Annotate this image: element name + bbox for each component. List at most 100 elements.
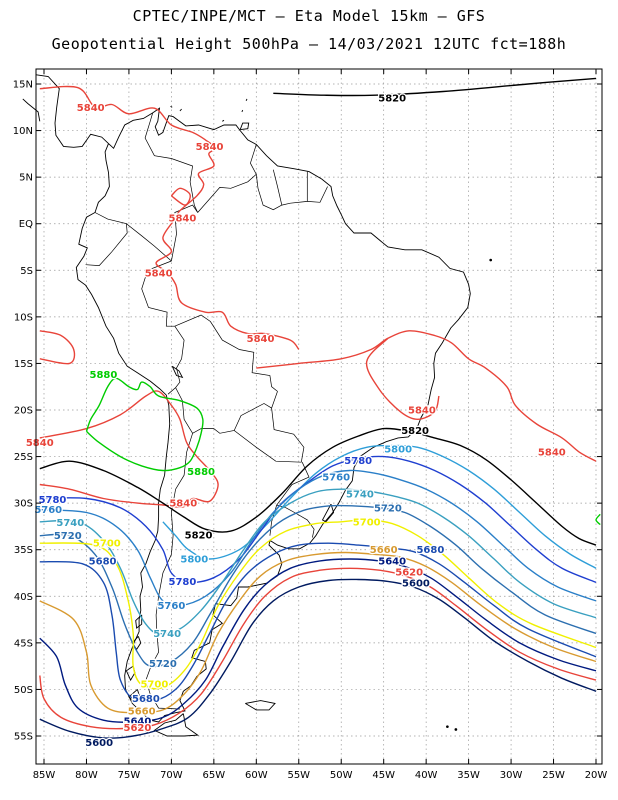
lon-tick-label: 80W — [75, 770, 98, 781]
lat-tick-label: 10N — [13, 126, 33, 137]
lat-lon-grid — [36, 69, 602, 764]
lon-tick-label: 60W — [245, 770, 268, 781]
contour-5660-line — [39, 551, 597, 714]
contour-5720-line — [39, 504, 597, 668]
contour-5680-line — [39, 542, 597, 703]
longitude-axis: 85W 80W 75W 70W 65W 60W 55W 50W 45W 40W 35W 30W 25W 2… — [33, 69, 608, 781]
country-border — [126, 223, 172, 262]
contour-labels: 5820 5840 5840 5840 5840 5840 5840 5840 5840 5840… — [25, 92, 567, 750]
contour-label: 5840 — [145, 269, 173, 280]
contour-5840-line — [256, 330, 597, 462]
contour-5820-line — [39, 427, 597, 546]
lat-tick-label: 5S — [20, 266, 33, 277]
contour-label: 5700 — [93, 539, 121, 550]
contour-label: 5720 — [54, 531, 82, 542]
country-border — [197, 144, 257, 213]
small-island — [241, 109, 244, 113]
small-island — [454, 728, 458, 731]
country-border — [276, 462, 315, 538]
map-subtitle: Geopotential Height 500hPa – 14/03/2021 … — [51, 35, 567, 53]
lat-tick-label: 55S — [14, 732, 33, 743]
lon-tick-label: 30W — [500, 770, 523, 781]
contour-label: 5740 — [56, 518, 84, 529]
contour-label: 5840 — [169, 214, 197, 225]
contour-5800-line — [162, 444, 597, 569]
contour-label: 5600 — [85, 738, 113, 749]
contour-label: 5820 — [185, 530, 213, 541]
contour-label: 5820 — [401, 426, 429, 437]
country-border — [255, 169, 283, 211]
archipelago-island — [128, 689, 140, 704]
contour-5760-line — [39, 469, 597, 607]
contour-label: 5740 — [346, 489, 374, 500]
map-title: CPTEC/INPE/MCT – Eta Model 15km – GFS — [132, 7, 486, 25]
country-border — [281, 171, 308, 206]
lon-tick-label: 85W — [33, 770, 56, 781]
small-island — [446, 725, 449, 729]
contour-5840-line — [170, 187, 191, 206]
contour-label: 5880 — [187, 467, 215, 478]
contour-label: 5620 — [395, 568, 423, 579]
central-america-coast — [22, 98, 41, 122]
contour-label: 5880 — [90, 370, 118, 381]
lat-tick-label: 45S — [14, 638, 33, 649]
lon-tick-label: 45W — [372, 770, 395, 781]
lon-tick-label: 20W — [585, 770, 608, 781]
lat-tick-label: 40S — [14, 592, 33, 603]
contour-label: 5700 — [353, 517, 381, 528]
latitude-axis: 15N 10N 5N EQ 5S 10S 15S 20S 25S 30S 35S 40S 45S 50S 5… — [13, 80, 602, 743]
country-border — [171, 204, 198, 262]
contour-5880-line — [85, 377, 204, 472]
country-border — [85, 212, 128, 266]
small-island — [170, 106, 173, 108]
contour-label: 5780 — [169, 577, 197, 588]
contour-label: 5840 — [26, 438, 54, 449]
contour-label: 5800 — [384, 445, 412, 456]
contour-label: 5640 — [378, 556, 406, 567]
contour-5780-line — [39, 455, 597, 584]
contour-label: 5720 — [374, 503, 402, 514]
lon-tick-label: 70W — [160, 770, 183, 781]
lat-tick-label: 50S — [14, 685, 33, 696]
contour-label: 5840 — [169, 499, 197, 510]
contour-5840-line — [39, 330, 76, 365]
small-island — [179, 108, 182, 112]
contour-5880-line — [595, 513, 601, 526]
contour-label: 5660 — [370, 545, 398, 556]
small-island — [489, 258, 493, 262]
lat-tick-label: 30S — [14, 499, 33, 510]
lat-tick-label: 20S — [14, 406, 33, 417]
country-border — [175, 387, 278, 434]
contour-5840-line — [39, 390, 219, 508]
contour-5820-line — [273, 77, 597, 97]
lat-tick-label: 5N — [19, 173, 33, 184]
contour-label: 5780 — [344, 456, 372, 467]
contour-5740-line — [39, 488, 597, 635]
lon-tick-label: 40W — [415, 770, 438, 781]
country-border — [307, 186, 328, 203]
contour-label: 5840 — [247, 334, 275, 345]
geopotential-contours — [39, 77, 601, 739]
country-border — [141, 260, 175, 327]
contour-label: 5740 — [153, 629, 181, 640]
country-border — [233, 408, 305, 463]
lat-tick-label: 25S — [14, 452, 33, 463]
lon-tick-label: 25W — [542, 770, 565, 781]
tierra-del-fuego — [153, 713, 199, 737]
lat-tick-label: 15N — [13, 80, 33, 91]
lon-tick-label: 65W — [203, 770, 226, 781]
lagoon — [321, 503, 335, 523]
lat-tick-label: 10S — [14, 312, 33, 323]
lon-tick-label: 35W — [457, 770, 480, 781]
contour-label: 5820 — [378, 93, 406, 104]
small-island — [222, 119, 225, 122]
contour-label: 5840 — [408, 406, 436, 417]
lon-tick-label: 55W — [287, 770, 310, 781]
contour-label: 5680 — [132, 694, 160, 705]
lake — [171, 365, 184, 379]
lon-tick-label: 75W — [118, 770, 141, 781]
map-frame — [35, 68, 603, 765]
contour-label: 5800 — [180, 555, 208, 566]
contour-label: 5760 — [322, 473, 350, 484]
